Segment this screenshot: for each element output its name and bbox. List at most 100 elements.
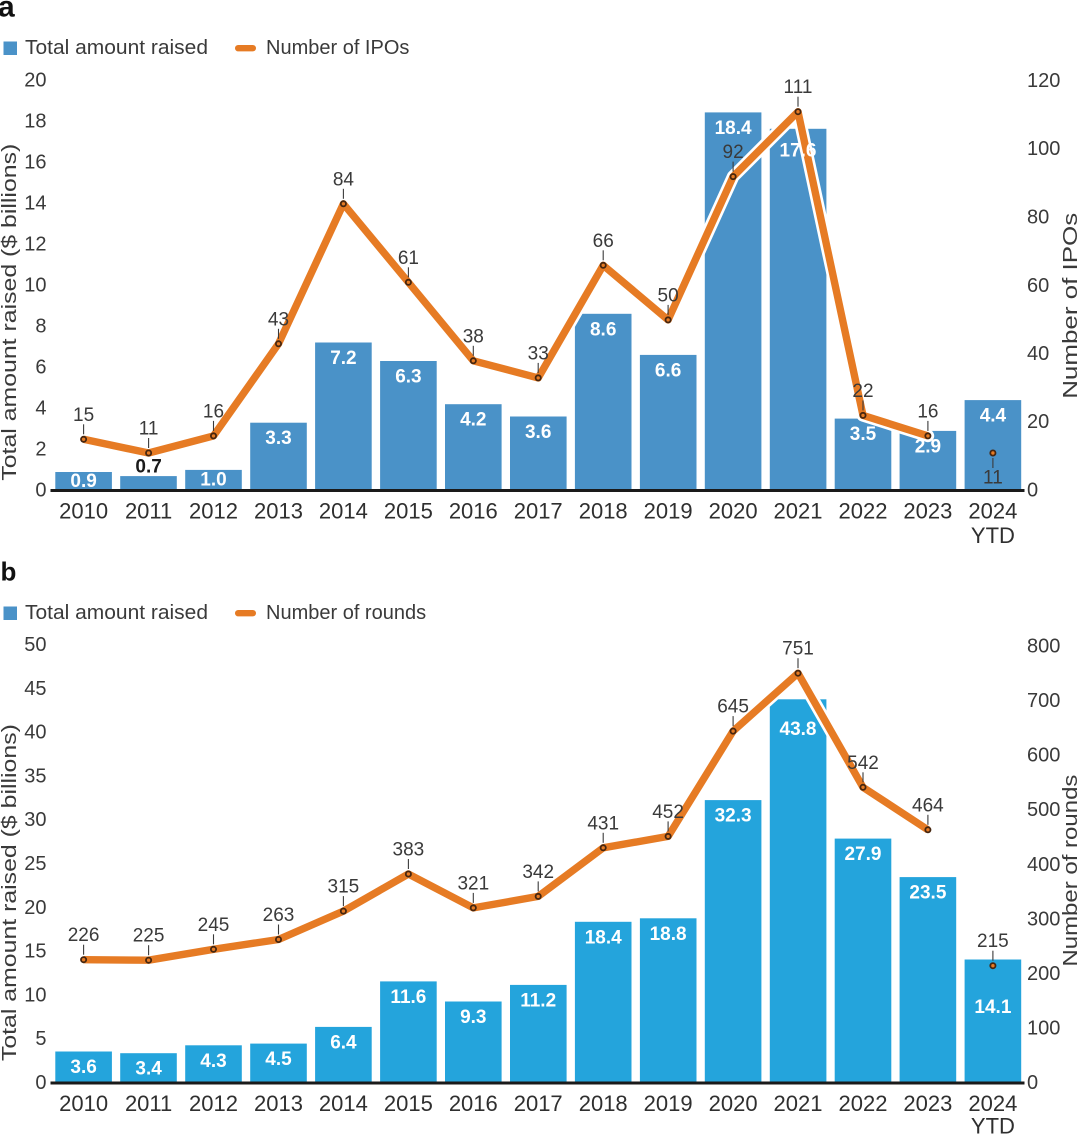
svg-text:23.5: 23.5 [909, 883, 946, 904]
svg-text:50: 50 [24, 634, 46, 656]
svg-text:225: 225 [133, 926, 165, 947]
svg-text:2018: 2018 [579, 1091, 628, 1116]
svg-text:66: 66 [593, 231, 614, 252]
svg-text:215: 215 [977, 931, 1009, 952]
svg-text:2013: 2013 [254, 498, 303, 523]
svg-text:2022: 2022 [839, 498, 888, 523]
svg-text:8: 8 [35, 316, 46, 338]
svg-text:3.3: 3.3 [265, 428, 291, 449]
svg-text:3.4: 3.4 [135, 1059, 162, 1080]
svg-text:16: 16 [203, 401, 224, 422]
svg-text:7.2: 7.2 [330, 348, 356, 369]
svg-text:2024: 2024 [968, 1091, 1017, 1116]
svg-text:2023: 2023 [903, 498, 952, 523]
svg-text:8.6: 8.6 [590, 319, 616, 340]
svg-text:120: 120 [1027, 70, 1060, 92]
svg-text:60: 60 [1027, 275, 1049, 297]
svg-text:3.5: 3.5 [850, 424, 877, 445]
svg-text:2014: 2014 [319, 498, 368, 523]
svg-text:4.4: 4.4 [980, 406, 1007, 427]
svg-text:452: 452 [652, 802, 684, 823]
svg-text:4.2: 4.2 [460, 410, 486, 431]
svg-text:2015: 2015 [384, 498, 433, 523]
svg-text:38: 38 [463, 326, 484, 347]
svg-text:2017: 2017 [514, 498, 563, 523]
svg-text:YTD: YTD [971, 1114, 1015, 1135]
svg-text:2022: 2022 [839, 1091, 888, 1116]
svg-text:2016: 2016 [449, 1091, 498, 1116]
svg-text:22: 22 [852, 381, 873, 402]
svg-text:Total amount raised ($ billion: Total amount raised ($ billions) [0, 144, 21, 481]
svg-text:100: 100 [1027, 1017, 1060, 1039]
svg-text:Total amount raised ($ billion: Total amount raised ($ billions) [0, 724, 21, 1061]
svg-text:16: 16 [24, 152, 46, 174]
svg-text:0: 0 [1027, 480, 1038, 502]
svg-text:0.9: 0.9 [70, 471, 96, 492]
svg-text:10: 10 [24, 984, 46, 1006]
svg-text:2.9: 2.9 [915, 436, 941, 457]
svg-text:2021: 2021 [774, 498, 823, 523]
svg-text:18.4: 18.4 [715, 118, 752, 139]
svg-text:50: 50 [658, 285, 679, 306]
svg-text:1.0: 1.0 [200, 470, 226, 491]
svg-text:315: 315 [328, 877, 360, 898]
svg-text:30: 30 [24, 809, 46, 831]
svg-text:6.3: 6.3 [395, 367, 421, 388]
svg-text:6.6: 6.6 [655, 360, 681, 381]
svg-text:9.3: 9.3 [460, 1007, 486, 1028]
svg-text:2016: 2016 [449, 498, 498, 523]
svg-text:12: 12 [24, 234, 46, 256]
svg-text:431: 431 [587, 813, 619, 834]
svg-text:342: 342 [522, 862, 554, 883]
svg-text:2012: 2012 [189, 498, 238, 523]
svg-text:61: 61 [398, 248, 419, 269]
svg-text:11: 11 [983, 468, 1003, 489]
svg-text:10: 10 [24, 275, 46, 297]
svg-text:92: 92 [723, 142, 744, 163]
svg-text:20: 20 [24, 70, 46, 92]
svg-text:20: 20 [24, 897, 46, 919]
svg-text:700: 700 [1027, 690, 1060, 712]
svg-text:18.8: 18.8 [650, 924, 687, 945]
svg-text:600: 600 [1027, 745, 1060, 767]
svg-text:18: 18 [24, 111, 46, 133]
svg-text:84: 84 [333, 169, 355, 190]
svg-text:111: 111 [784, 77, 813, 98]
svg-text:45: 45 [24, 678, 46, 700]
svg-text:27.9: 27.9 [845, 844, 882, 865]
svg-text:2015: 2015 [384, 1091, 433, 1116]
svg-text:40: 40 [24, 722, 46, 744]
svg-text:43.8: 43.8 [780, 719, 817, 740]
svg-text:0.7: 0.7 [135, 457, 161, 478]
svg-text:3.6: 3.6 [525, 422, 551, 443]
svg-text:2024: 2024 [968, 498, 1017, 523]
svg-text:2017: 2017 [514, 1091, 563, 1116]
svg-text:321: 321 [457, 873, 489, 894]
svg-text:2020: 2020 [709, 498, 758, 523]
svg-text:2014: 2014 [319, 1091, 368, 1116]
svg-text:2010: 2010 [59, 498, 108, 523]
svg-text:2010: 2010 [59, 1091, 108, 1116]
svg-text:11.2: 11.2 [520, 990, 556, 1011]
svg-text:6: 6 [35, 357, 46, 379]
svg-text:4.5: 4.5 [265, 1049, 292, 1070]
svg-text:2019: 2019 [644, 1091, 693, 1116]
svg-text:0: 0 [35, 1072, 46, 1094]
svg-text:2012: 2012 [189, 1091, 238, 1116]
svg-text:226: 226 [68, 925, 100, 946]
svg-text:645: 645 [717, 697, 749, 718]
svg-text:Number of IPOs: Number of IPOs [1060, 213, 1080, 399]
svg-text:Total amount raised: Total amount raised [25, 37, 208, 59]
svg-text:14.1: 14.1 [974, 997, 1011, 1018]
svg-text:464: 464 [912, 795, 944, 816]
svg-text:15: 15 [73, 405, 94, 426]
svg-text:20: 20 [1027, 411, 1049, 433]
svg-text:2013: 2013 [254, 1091, 303, 1116]
svg-text:17.6: 17.6 [780, 140, 817, 161]
svg-text:4: 4 [35, 398, 46, 420]
svg-text:80: 80 [1027, 207, 1049, 229]
svg-text:25: 25 [24, 853, 46, 875]
svg-text:3.6: 3.6 [70, 1057, 96, 1078]
svg-text:32.3: 32.3 [715, 806, 752, 827]
svg-text:100: 100 [1027, 138, 1060, 160]
